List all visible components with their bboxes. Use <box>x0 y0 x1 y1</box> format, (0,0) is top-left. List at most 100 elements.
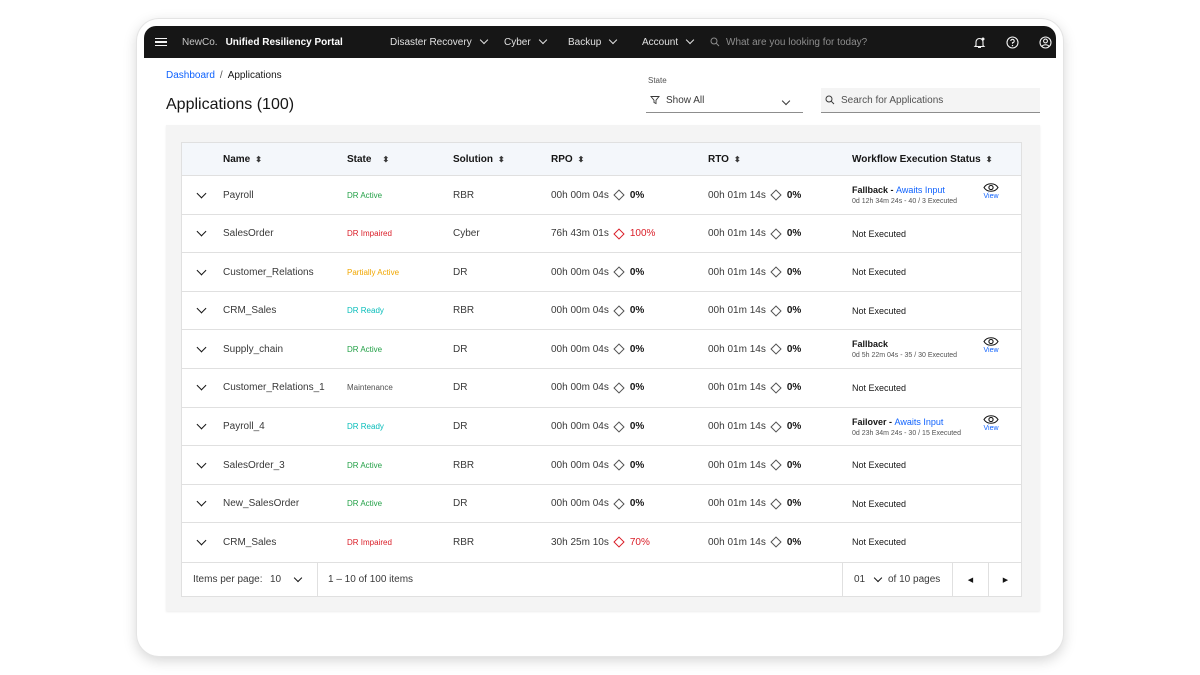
rto-value: 00h 01m 14s <box>708 421 766 433</box>
table-row[interactable]: Payroll DR Active RBR 00h 00m 04s 0% 00h … <box>182 176 1021 215</box>
workflow-type: Failover <box>852 416 887 427</box>
view-label: View <box>983 193 999 200</box>
application-search[interactable] <box>821 88 1040 113</box>
pagination-range: 1 – 10 of 100 items <box>328 574 414 586</box>
app-name[interactable]: CRM_Sales <box>223 536 277 548</box>
nav-account[interactable]: Account <box>642 26 695 58</box>
expand-row-button[interactable] <box>194 369 208 407</box>
table-row[interactable]: Customer_Relations_1 Maintenance DR 00h … <box>182 369 1021 408</box>
column-header-state[interactable]: State ⬍ <box>347 143 389 176</box>
view-workflow-button[interactable]: View <box>979 182 1003 200</box>
app-state: Maintenance <box>347 383 393 393</box>
global-search-input[interactable] <box>726 36 926 48</box>
nav-disaster-recovery[interactable]: Disaster Recovery <box>390 26 488 58</box>
rpo-value: 76h 43m 01s <box>551 228 609 240</box>
menu-icon[interactable] <box>154 26 168 58</box>
view-workflow-button[interactable]: View <box>979 414 1003 432</box>
app-name[interactable]: Supply_chain <box>223 343 284 355</box>
workflow-awaits-input-link[interactable]: Awaits Input <box>894 416 944 427</box>
rto-value: 00h 01m 14s <box>708 343 766 355</box>
table-row[interactable]: Payroll_4 DR Ready DR 00h 00m 04s 0% 00h … <box>182 408 1021 447</box>
divider <box>842 562 843 597</box>
user-icon[interactable] <box>1034 26 1056 58</box>
portal-name: Unified Resiliency Portal <box>225 36 343 48</box>
rpo-value: 30h 25m 10s <box>551 536 609 548</box>
rpo-value: 00h 00m 04s <box>551 459 609 471</box>
table-row[interactable]: New_SalesOrder DR Active DR 00h 00m 04s 0… <box>182 485 1021 524</box>
table-row[interactable]: SalesOrder_3 DR Active RBR 00h 00m 04s 0%… <box>182 446 1021 485</box>
app-name[interactable]: Payroll <box>223 189 254 201</box>
table-row[interactable]: CRM_Sales DR Ready RBR 00h 00m 04s 0% 00h… <box>182 292 1021 331</box>
expand-row-button[interactable] <box>194 176 208 214</box>
chevron-down-icon <box>196 419 206 430</box>
global-search[interactable] <box>710 26 950 58</box>
table-row[interactable]: Supply_chain DR Active DR 00h 00m 04s 0% … <box>182 330 1021 369</box>
diamond-indicator-icon <box>613 266 625 278</box>
table-row[interactable]: SalesOrder DR Impaired Cyber 76h 43m 01s… <box>182 215 1021 254</box>
notification-icon[interactable] <box>968 26 990 58</box>
application-search-input[interactable] <box>841 94 1031 106</box>
expand-row-button[interactable] <box>194 408 208 446</box>
nav-label: Disaster Recovery <box>390 36 472 48</box>
expand-row-button[interactable] <box>194 523 208 561</box>
rto-value: 00h 01m 14s <box>708 536 766 548</box>
view-workflow-button[interactable]: View <box>979 336 1003 354</box>
app-name[interactable]: Customer_Relations_1 <box>223 382 325 394</box>
expand-row-button[interactable] <box>194 485 208 523</box>
caret-right-icon: ▶ <box>1002 576 1009 584</box>
rpo-value: 00h 00m 04s <box>551 421 609 433</box>
rpo-value: 00h 00m 04s <box>551 498 609 510</box>
app-name[interactable]: CRM_Sales <box>223 305 277 317</box>
app-name[interactable]: Payroll_4 <box>223 421 265 433</box>
column-header-rto[interactable]: RTO ⬍ <box>708 143 741 176</box>
rpo-cell: 00h 00m 04s 0% <box>551 485 644 523</box>
page-select[interactable]: 01 <box>854 563 883 597</box>
nav-backup[interactable]: Backup <box>568 26 618 58</box>
app-name[interactable]: SalesOrder_3 <box>223 459 285 471</box>
view-label: View <box>983 347 999 355</box>
rpo-cell: 00h 00m 04s 0% <box>551 330 644 368</box>
expand-row-button[interactable] <box>194 253 208 291</box>
column-header-workflow-status[interactable]: Workflow Execution Status ⬍ <box>852 143 992 176</box>
workflow-status-cell: Not Executed <box>852 446 906 484</box>
filter-icon <box>650 96 660 105</box>
items-per-page-select[interactable]: 10 <box>270 563 303 597</box>
breadcrumb-dashboard-link[interactable]: Dashboard <box>166 70 215 81</box>
rto-cell: 00h 01m 14s 0% <box>708 485 801 523</box>
items-per-page-value: 10 <box>270 574 282 586</box>
state-filter-dropdown[interactable]: Show All <box>646 88 803 113</box>
workflow-separator: - <box>886 416 895 427</box>
app-name[interactable]: Customer_Relations <box>223 266 314 278</box>
workflow-detail: 0d 12h 34m 24s - 40 / 3 Executed <box>852 198 958 205</box>
eye-icon <box>983 183 999 192</box>
app-solution: DR <box>453 343 468 355</box>
app-name[interactable]: SalesOrder <box>223 228 274 240</box>
next-page-button[interactable]: ▶ <box>989 563 1022 597</box>
workflow-status-cell: Not Executed <box>852 523 906 561</box>
help-icon[interactable] <box>1001 26 1023 58</box>
brand[interactable]: NewCo. Unified Resiliency Portal <box>182 26 343 58</box>
column-header-name[interactable]: Name ⬍ <box>223 143 262 176</box>
header-label: RTO <box>708 154 729 165</box>
app-name[interactable]: New_SalesOrder <box>223 498 300 510</box>
nav-label: Cyber <box>504 36 531 48</box>
column-header-rpo[interactable]: RPO ⬍ <box>551 143 584 176</box>
column-header-solution[interactable]: Solution ⬍ <box>453 143 505 176</box>
diamond-indicator-icon <box>613 459 625 471</box>
app-solution: RBR <box>453 305 475 317</box>
app-state: DR Ready <box>347 306 384 316</box>
expand-row-button[interactable] <box>194 215 208 253</box>
diamond-indicator-icon <box>770 266 782 278</box>
workflow-awaits-input-link[interactable]: Awaits Input <box>896 185 945 195</box>
expand-row-button[interactable] <box>194 292 208 330</box>
workflow-status-cell: Fallback 0d 5h 22m 04s - 35 / 30 Execute… <box>852 330 957 368</box>
nav-cyber[interactable]: Cyber <box>504 26 547 58</box>
rpo-percent: 0% <box>629 266 645 278</box>
expand-row-button[interactable] <box>194 330 208 368</box>
table-row[interactable]: Customer_Relations Partially Active DR 0… <box>182 253 1021 292</box>
expand-row-button[interactable] <box>194 446 208 484</box>
table-row[interactable]: CRM_Sales DR Impaired RBR 30h 25m 10s 70%… <box>182 523 1021 562</box>
previous-page-button[interactable]: ◀ <box>953 563 988 597</box>
diamond-indicator-icon <box>770 189 782 201</box>
chevron-down-icon <box>609 35 618 45</box>
